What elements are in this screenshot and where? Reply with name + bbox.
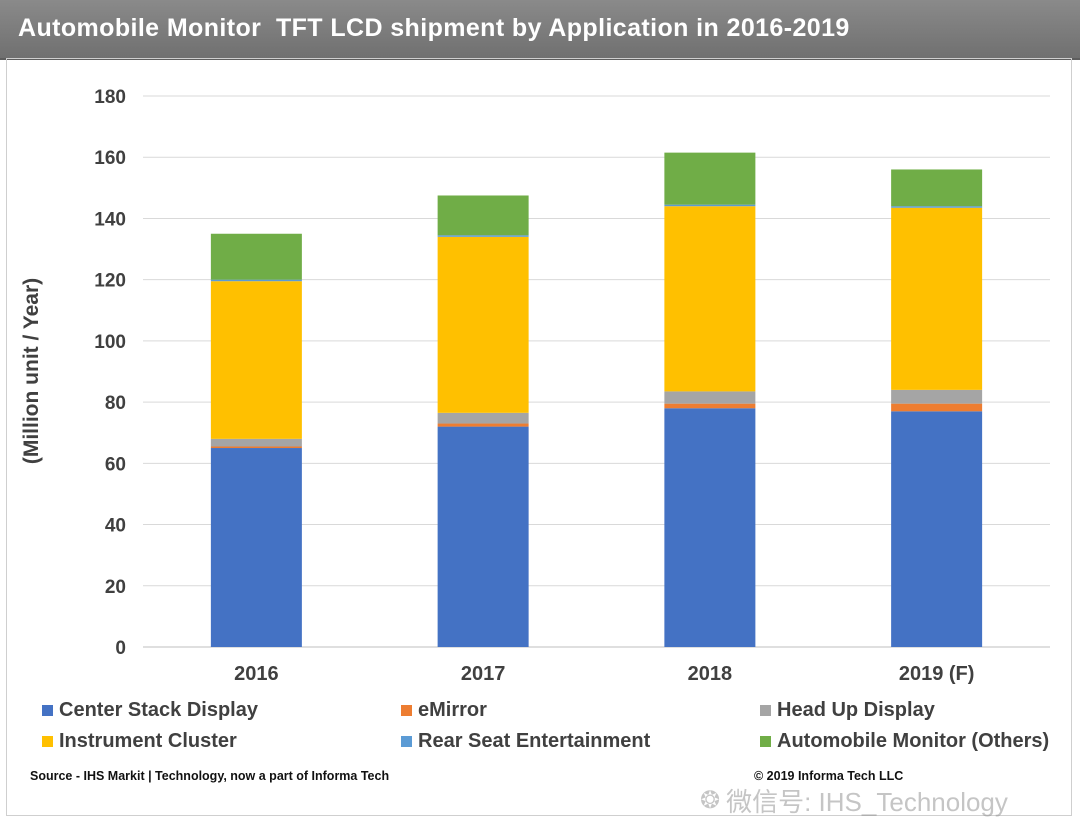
y-tick-label: 100	[94, 332, 126, 353]
bar-segment	[664, 391, 756, 404]
y-tick-label: 120	[94, 271, 126, 292]
y-tick-label: 40	[105, 516, 126, 537]
legend-swatch	[42, 705, 53, 716]
bar-segment	[664, 403, 756, 409]
bar-segment	[210, 279, 302, 282]
bar-segment	[891, 411, 983, 647]
copyright-note: © 2019 Informa Tech LLC	[754, 769, 904, 783]
y-axis-label: (Million unit / Year)	[20, 278, 43, 464]
y-tick-label: 20	[105, 577, 126, 598]
bar-segment	[210, 281, 302, 439]
y-tick-label: 0	[115, 638, 126, 659]
legend-label: Rear Seat Entertainment	[418, 730, 651, 752]
legend-label: Instrument Cluster	[59, 730, 237, 752]
legend-item: Center Stack Display	[42, 699, 258, 722]
x-tick-label: 2016	[234, 663, 279, 685]
bar-segment	[210, 446, 302, 449]
chart-frame	[6, 58, 1072, 816]
legend-item: Instrument Cluster	[42, 730, 237, 753]
x-tick-label: 2018	[688, 663, 733, 685]
chart-title: Automobile Monitor TFT LCD shipment by A…	[18, 14, 850, 42]
y-tick-label: 80	[105, 393, 126, 414]
bar-segment	[891, 389, 983, 404]
bar-segment	[437, 235, 529, 237]
x-tick-label: 2017	[461, 663, 506, 685]
bar-segment	[437, 236, 529, 413]
legend-swatch	[760, 705, 771, 716]
bar-segment	[437, 412, 529, 424]
source-note: Source - IHS Markit | Technology, now a …	[30, 769, 390, 783]
y-tick-label: 140	[94, 209, 126, 230]
bar-segment	[664, 206, 756, 392]
legend-item: eMirror	[401, 699, 487, 722]
legend-item: Rear Seat Entertainment	[401, 730, 650, 753]
y-tick-label: 160	[94, 148, 126, 169]
wechat-icon: ❂	[700, 786, 721, 814]
title-bar: Automobile Monitor TFT LCD shipment by A…	[0, 0, 1080, 60]
legend-label: eMirror	[418, 699, 487, 721]
bar-segment	[664, 408, 756, 647]
bar-segment	[891, 403, 983, 412]
bar-segment	[210, 448, 302, 647]
y-tick-label: 180	[94, 87, 126, 108]
legend-label: Head Up Display	[777, 699, 935, 721]
legend-swatch	[401, 705, 412, 716]
legend-swatch	[42, 736, 53, 747]
watermark-text: 微信号: IHS_Technology	[726, 786, 1008, 817]
y-tick-label: 60	[105, 454, 126, 475]
legend-swatch	[401, 736, 412, 747]
bar-segment	[437, 195, 529, 236]
bar-segment	[437, 426, 529, 647]
legend-label: Center Stack Display	[59, 699, 258, 721]
bar-segment	[891, 207, 983, 390]
legend-label: Automobile Monitor (Others)	[777, 730, 1050, 752]
bar-segment	[210, 233, 302, 280]
bar-segment	[664, 204, 756, 207]
bar-segment	[664, 152, 756, 205]
legend-item: Head Up Display	[760, 699, 935, 722]
bar-segment	[210, 438, 302, 447]
legend-swatch	[760, 736, 771, 747]
bar-segment	[891, 169, 983, 207]
bar-segment	[891, 206, 983, 208]
bar-segment	[437, 423, 529, 427]
legend-item: Automobile Monitor (Others)	[760, 730, 1049, 753]
x-tick-label: 2019 (F)	[899, 663, 975, 685]
wechat-watermark: ❂ 微信号: IHS_Technology	[700, 784, 1008, 817]
